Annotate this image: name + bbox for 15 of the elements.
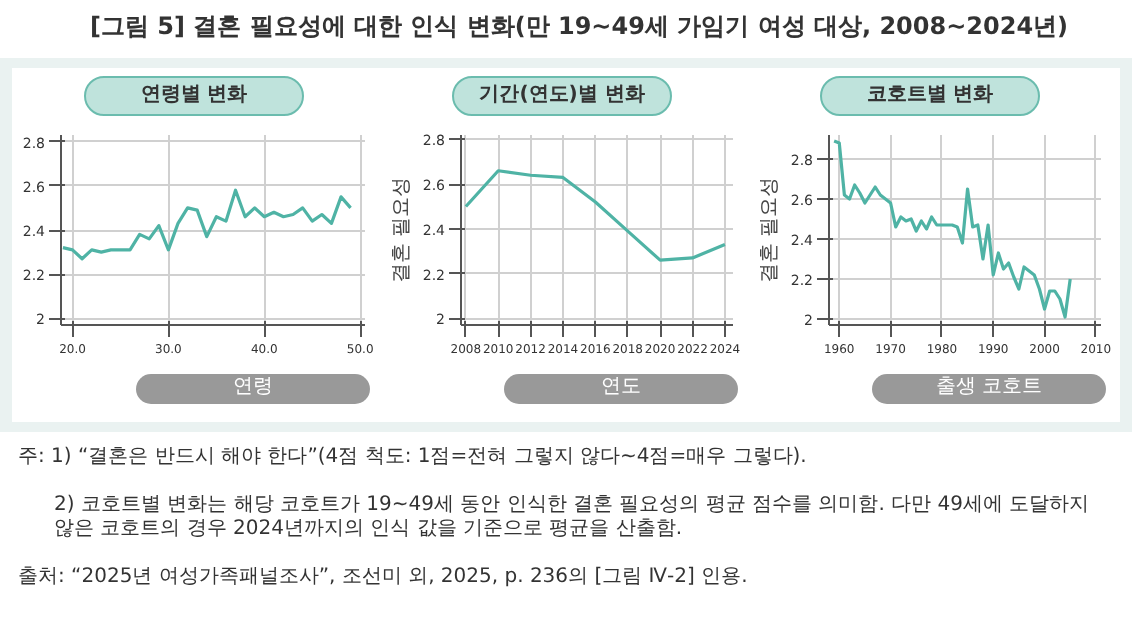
text: 2) 코호트별 변화는 해당 코호트가 19~49세 동안 인식한 결혼 필요성의 평균 점수를 의미함. 다만 49세에 도달하지 않은 코호트의 경우 2024년까지의 인식 값을 기준으로 평균을 산출함. <box>54 493 1090 542</box>
chart-title: 기간(연도)별 변화 <box>479 82 645 111</box>
source-note: 출처: “2025년 여성가족패널조사”, 조선미 외, 2025, p. 236의 [그림 Ⅳ-2] 인용. <box>18 565 748 590</box>
x-axis-title: 연도 <box>601 374 641 403</box>
line-series <box>464 170 727 263</box>
line-series <box>61 189 353 262</box>
text: 주: 1) “결혼은 반드시 해야 한다”(4점 척도: 1점=전혀 그렇지 않다~4점=매우 그렇다). <box>18 445 807 470</box>
y-axis-title: 결혼 필요성 <box>390 177 413 285</box>
chart-title: 코호트별 변화 <box>866 82 994 111</box>
line-series <box>832 140 1072 320</box>
x-axis-title: 연령 <box>233 374 273 403</box>
y-axis-title: 결혼 필요성 <box>758 177 781 285</box>
text: [그림 5] 결혼 필요성에 대한 인식 변화(만 19~49세 가임기 여성 대상, 2008~2024년) <box>89 10 1069 44</box>
x-axis-title: 출생 코호트 <box>935 374 1043 403</box>
chart-title: 연령별 변화 <box>140 82 248 111</box>
